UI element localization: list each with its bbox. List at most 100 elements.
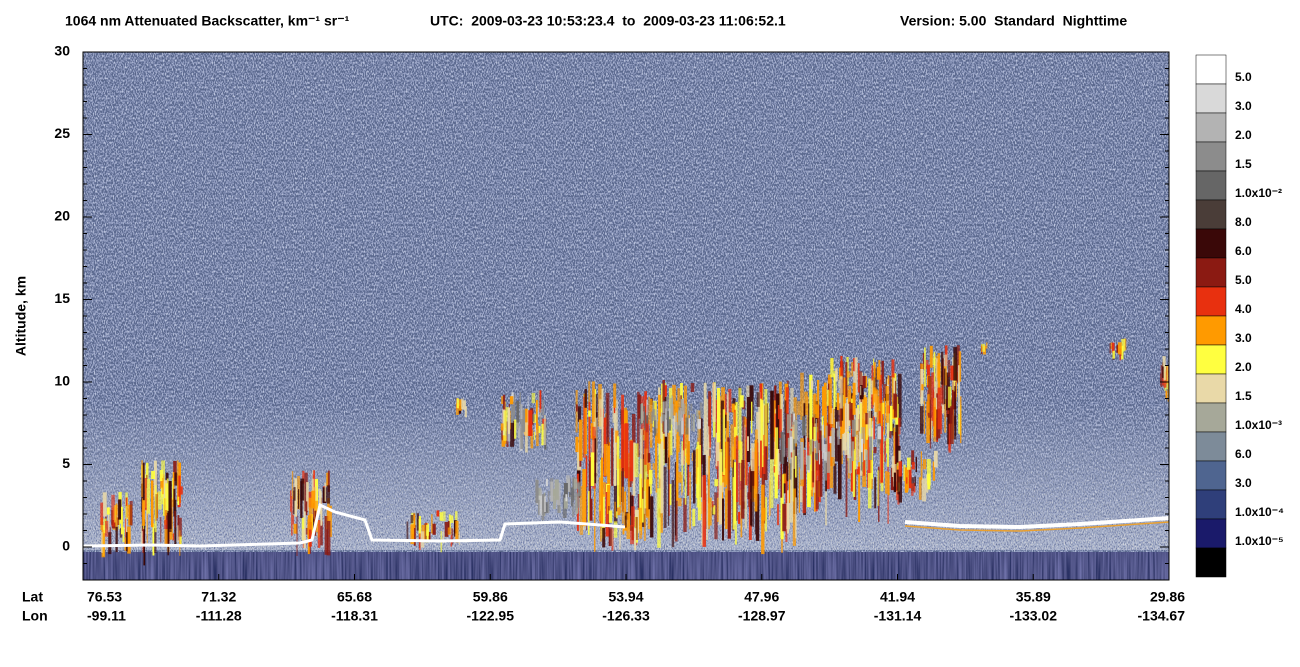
cloud-texture (584, 396, 586, 458)
cloud-texture (510, 422, 515, 447)
cloud-texture (320, 521, 323, 546)
cloud-texture (770, 434, 774, 509)
cloud-texture (797, 449, 800, 483)
cloud-texture (779, 409, 782, 438)
cloud-texture (1162, 356, 1165, 367)
cloud-texture (873, 447, 877, 454)
cloud-texture (799, 449, 802, 469)
y-tick-label: 30 (54, 43, 70, 59)
cloud-texture (760, 440, 762, 478)
cloud-texture (162, 477, 164, 495)
cloud-texture (674, 490, 678, 542)
cloud-texture (876, 366, 881, 380)
cloud-texture (960, 396, 962, 444)
cloud-texture (852, 449, 856, 497)
colorbar-swatch (1195, 373, 1227, 404)
colorbar-label: 2.0 (1235, 128, 1252, 142)
cloud-texture (851, 441, 855, 462)
y-tick-label: 10 (54, 373, 70, 389)
cloud-texture (843, 377, 846, 404)
cloud-texture (1165, 390, 1168, 400)
cloud-texture (909, 466, 912, 489)
cloud-texture (544, 496, 546, 512)
cloud-texture (725, 414, 727, 429)
cloud-texture (406, 521, 409, 542)
cloud-texture (1163, 379, 1167, 388)
cloud-texture (941, 351, 944, 385)
cloud-texture (746, 397, 750, 462)
cloud-texture (958, 406, 961, 434)
cloud-texture (735, 435, 739, 502)
cloud-texture (141, 483, 144, 512)
colorbar-label: 1.0x10⁻² (1235, 186, 1282, 200)
cloud-texture (929, 345, 933, 368)
cloud-texture (825, 425, 828, 457)
cloud-texture (958, 351, 962, 382)
cloud-texture (809, 374, 813, 440)
cloud-texture (716, 497, 721, 522)
cloud-texture (911, 483, 914, 496)
x-row-label: Lat (22, 589, 43, 605)
cloud-texture (838, 380, 841, 389)
colorbar-label: 3.0 (1235, 99, 1252, 113)
cloud-texture (608, 510, 613, 523)
cloud-texture (893, 472, 896, 493)
cloud-texture (644, 391, 647, 411)
cloud-texture (599, 399, 603, 430)
cloud-texture (923, 400, 925, 434)
cloud-texture (821, 424, 824, 459)
surface-return (904, 516, 1169, 530)
cloud-texture (692, 414, 695, 431)
cloud-texture (431, 514, 433, 534)
cloud-texture (654, 420, 657, 436)
cloud-texture (764, 389, 768, 447)
cloud-texture (527, 396, 529, 425)
cloud-texture (933, 381, 937, 407)
cloud-texture (677, 497, 682, 507)
cloud-texture (432, 523, 436, 535)
cloud-texture (576, 492, 580, 508)
cloud-texture (907, 457, 911, 470)
cloud-texture (655, 409, 658, 429)
colorbar-label: 1.0x10⁻³ (1235, 418, 1282, 432)
cloud-texture (1160, 373, 1162, 386)
cloud-texture (455, 511, 458, 526)
cloud-texture (734, 462, 736, 524)
cloud-texture (738, 388, 742, 463)
cloud-texture (1163, 356, 1166, 381)
x-tick-label: -128.97 (738, 608, 786, 624)
cloud-texture (780, 432, 785, 464)
cloud-texture (918, 477, 922, 500)
cloud-texture (639, 527, 642, 539)
cloud-texture (641, 403, 643, 424)
cloud-texture (167, 481, 172, 529)
cloud-texture (663, 466, 667, 528)
cloud-texture (305, 501, 308, 516)
colorbar-swatch (1195, 431, 1227, 462)
cloud-texture (732, 412, 735, 469)
time-range: UTC: 2009-03-23 10:53:23.4 to 2009-03-23… (430, 13, 786, 29)
cloud-texture (760, 400, 764, 468)
cloud-texture (179, 535, 182, 546)
cloud-texture (981, 343, 985, 352)
cloud-texture (932, 357, 936, 365)
cloud-texture (164, 529, 169, 545)
cloud-texture (897, 469, 900, 495)
cloud-texture (911, 450, 915, 465)
cloud-texture (540, 409, 542, 424)
cloud-texture (305, 528, 309, 535)
cloud-texture (111, 494, 115, 527)
version: Version: 5.00 Standard Nighttime (900, 13, 1127, 29)
cloud-texture (648, 396, 650, 425)
x-tick-label: 29.86 (1150, 589, 1185, 605)
cloud-texture (923, 459, 927, 470)
cloud-texture (880, 399, 883, 427)
cloud-texture (933, 352, 936, 387)
cloud-texture (802, 449, 806, 514)
cloud-texture (525, 422, 528, 453)
cloud-texture (115, 503, 118, 516)
cloud-texture (664, 415, 667, 437)
cloud-texture (829, 430, 834, 489)
cloud-texture (641, 478, 643, 535)
cloud-texture (613, 383, 617, 408)
